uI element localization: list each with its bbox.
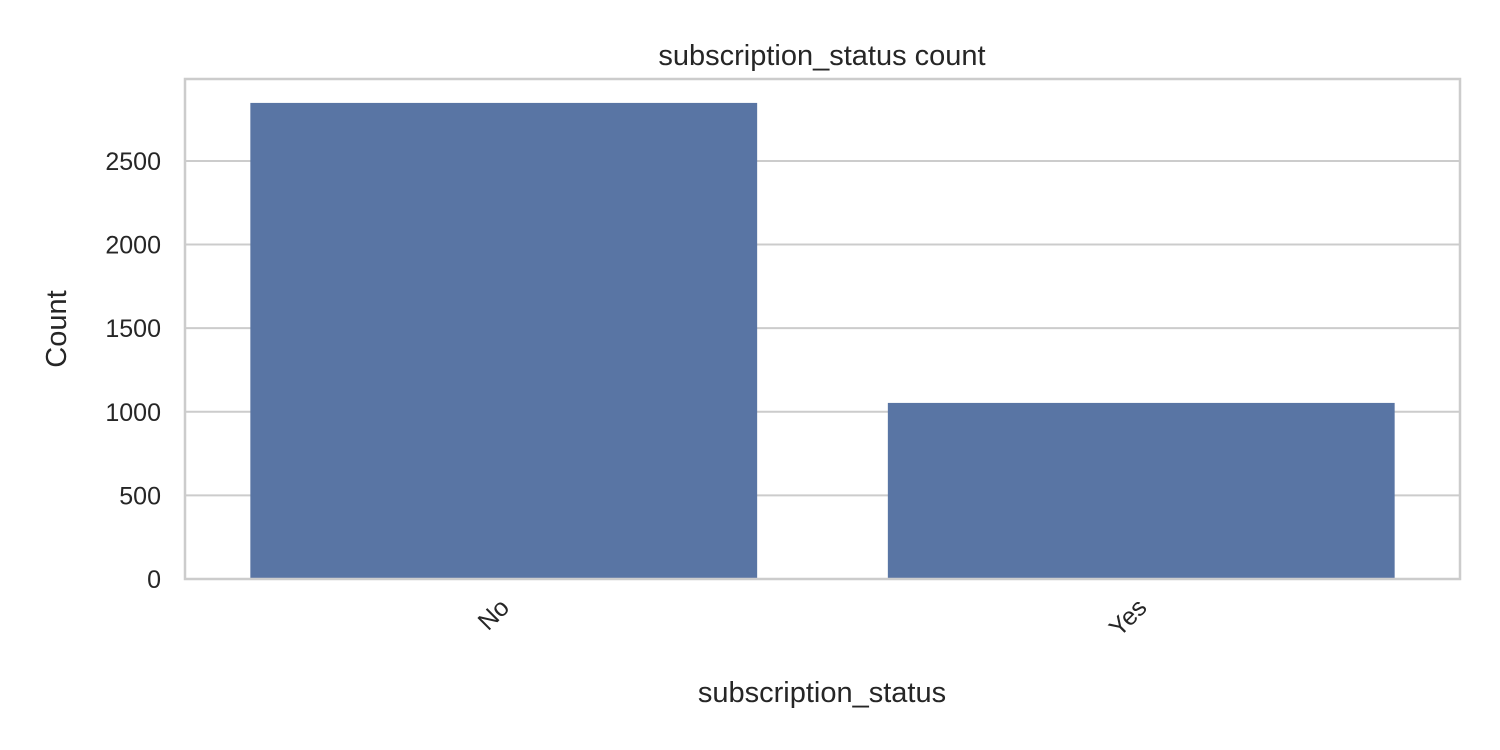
y-tick-label: 1500 [105, 315, 161, 343]
chart-title: subscription_status count [658, 40, 985, 72]
x-axis-title: subscription_status [698, 677, 946, 709]
y-tick-label: 2000 [105, 232, 161, 260]
plot-frame [183, 77, 1462, 581]
y-tick-labels: 0 500 1000 1500 2000 2500 [105, 148, 161, 594]
y-axis-title: Count [41, 290, 73, 367]
bars [250, 102, 1395, 580]
bar-yes [887, 402, 1395, 579]
bar-no [250, 102, 758, 580]
y-tick-label: 0 [147, 566, 161, 594]
y-tick-label: 2500 [105, 148, 161, 176]
y-tick-label: 500 [119, 482, 161, 510]
y-tick-label: 1000 [105, 399, 161, 427]
